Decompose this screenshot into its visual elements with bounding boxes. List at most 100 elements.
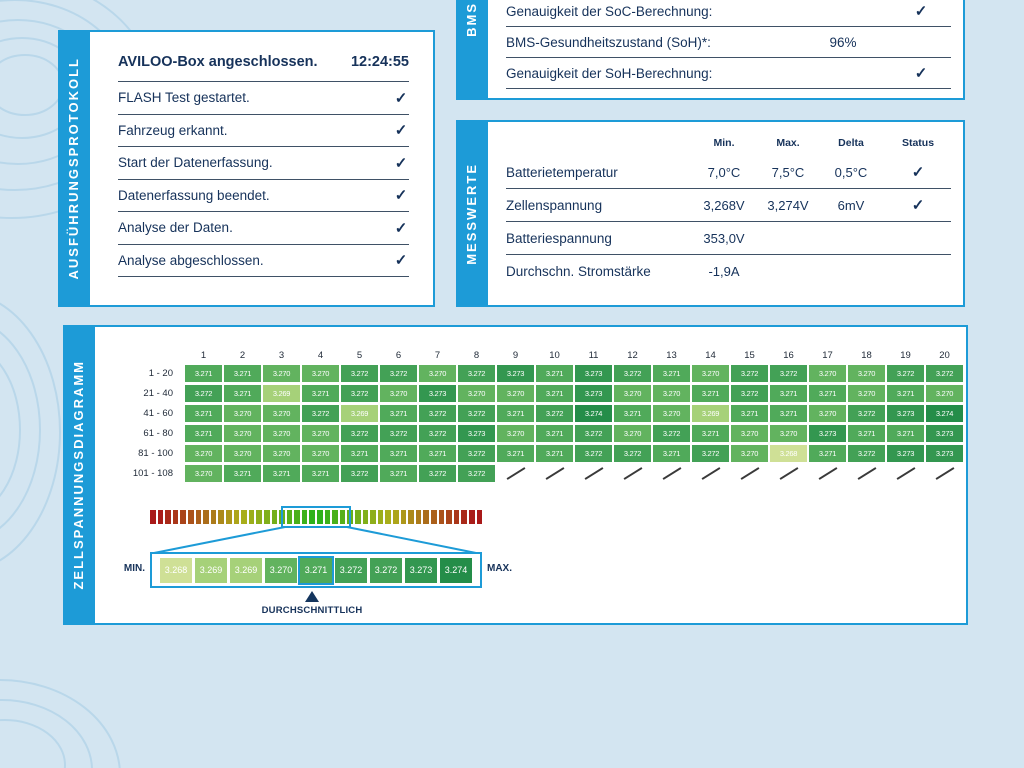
grid-cell: 3.270 bbox=[614, 385, 651, 402]
grid-col-label: 1 bbox=[200, 350, 207, 361]
diagram-sidebar: ZELLSPANNUNGSDIAGRAMM bbox=[63, 325, 93, 625]
grid-col-label: 19 bbox=[900, 350, 911, 361]
grid-cell: 3.271 bbox=[848, 425, 885, 442]
check-icon: ✓ bbox=[394, 187, 408, 205]
cell-grid: 1 2 3 4 5 6 7 8 9 10 11 12 13 14 15 16 17 18 19 20 1 - 20 3.2… bbox=[105, 345, 963, 482]
bms-row: Genauigkeit der SoC-Berechnung: ✓ bbox=[506, 0, 951, 27]
grid-cell-missing bbox=[770, 465, 807, 482]
grid-cell: 3.272 bbox=[536, 405, 573, 422]
header-min: Min. bbox=[713, 137, 735, 149]
grid-col-label: 15 bbox=[744, 350, 755, 361]
bms-row-label: Genauigkeit der SoC-Berechnung: bbox=[506, 3, 713, 19]
grid-cell-missing bbox=[926, 465, 963, 482]
zoom-cell: 3.269 bbox=[230, 557, 262, 583]
grid-cell: 3.270 bbox=[185, 465, 222, 482]
measure-min: 7,0°C bbox=[707, 164, 741, 180]
grid-cell: 3.272 bbox=[653, 425, 690, 442]
grid-cell: 3.271 bbox=[809, 445, 846, 462]
grid-cell: 3.272 bbox=[419, 405, 456, 422]
grid-cell: 3.269 bbox=[341, 405, 378, 422]
scale-bar-segment bbox=[286, 510, 293, 524]
grid-col-label: 2 bbox=[239, 350, 246, 361]
grid-cell: 3.272 bbox=[341, 465, 378, 482]
scale-bar-segment bbox=[271, 510, 278, 524]
messwerte-sidebar: MESSWERTE bbox=[456, 120, 486, 307]
grid-cell: 3.272 bbox=[614, 445, 651, 462]
grid-cell: 3.271 bbox=[692, 385, 729, 402]
grid-cell: 3.272 bbox=[419, 465, 456, 482]
grid-col-label: 4 bbox=[317, 350, 324, 361]
grid-cell: 3.271 bbox=[497, 445, 534, 462]
grid-cell: 3.270 bbox=[614, 425, 651, 442]
scale-bar-segment bbox=[438, 510, 445, 524]
scale-bar-segment bbox=[187, 510, 194, 524]
protocol-row-label: Datenerfassung beendet. bbox=[118, 187, 270, 203]
grid-cell: 3.272 bbox=[419, 425, 456, 442]
measure-delta: 6mV bbox=[837, 197, 865, 213]
header-max: Max. bbox=[776, 137, 800, 149]
grid-cell: 3.270 bbox=[263, 365, 300, 382]
grid-col-label: 14 bbox=[705, 350, 716, 361]
grid-cell: 3.271 bbox=[380, 405, 417, 422]
grid-cell: 3.272 bbox=[341, 425, 378, 442]
grid-cell: 3.271 bbox=[887, 425, 924, 442]
grid-cell: 3.271 bbox=[770, 385, 807, 402]
grid-cell: 3.273 bbox=[926, 425, 963, 442]
execution-protocol-title: AUSFÜHRUNGSPROTOKOLL bbox=[65, 57, 81, 280]
grid-cell: 3.270 bbox=[224, 405, 261, 422]
grid-cell: 3.270 bbox=[185, 445, 222, 462]
grid-cell: 3.270 bbox=[848, 385, 885, 402]
grid-row-label: 101 - 108 bbox=[132, 468, 173, 479]
grid-col-label: 20 bbox=[939, 350, 950, 361]
grid-cell: 3.272 bbox=[614, 365, 651, 382]
protocol-first-row: AVILOO-Box angeschlossen. 12:24:55 bbox=[118, 42, 409, 82]
zoom-cell: 3.272 bbox=[370, 557, 402, 583]
grid-cell: 3.272 bbox=[380, 425, 417, 442]
grid-cell: 3.271 bbox=[224, 385, 261, 402]
grid-col-label: 8 bbox=[473, 350, 480, 361]
grid-cell: 3.273 bbox=[887, 405, 924, 422]
scale-bar-segment bbox=[233, 510, 240, 524]
scale-bar-segment bbox=[385, 510, 391, 524]
scale-bar-segment bbox=[446, 510, 452, 524]
protocol-row: FLASH Test gestartet. ✓ bbox=[118, 82, 409, 115]
zoom-cell: 3.273 bbox=[405, 557, 437, 583]
grid-cell: 3.272 bbox=[848, 405, 885, 422]
scale-bar-segment bbox=[468, 510, 475, 524]
grid-cell: 3.271 bbox=[224, 465, 261, 482]
scale-bar-segment bbox=[324, 510, 331, 524]
scale-bar-segment bbox=[203, 510, 209, 524]
execution-protocol-section: AUSFÜHRUNGSPROTOKOLL AVILOO-Box angeschl… bbox=[58, 30, 435, 307]
check-icon: ✓ bbox=[394, 252, 408, 270]
bms-row: BMS-Gesundheitszustand (SoH)*: 96% bbox=[506, 27, 951, 58]
grid-cell: 3.272 bbox=[458, 445, 495, 462]
average-marker-triangle bbox=[305, 591, 319, 602]
grid-corner bbox=[105, 345, 183, 362]
zoom-cell: 3.272 bbox=[335, 557, 367, 583]
grid-cell: 3.271 bbox=[497, 405, 534, 422]
measure-delta: 0,5°C bbox=[834, 164, 868, 180]
grid-cell-missing bbox=[809, 465, 846, 482]
grid-cell: 3.271 bbox=[302, 385, 339, 402]
cell-voltage-diagram-section: ZELLSPANNUNGSDIAGRAMM 1 2 3 4 5 6 7 8 9 10 11 12 13 1… bbox=[63, 325, 968, 625]
grid-cell-missing bbox=[848, 465, 885, 482]
bms-rows: Genauigkeit der SoC-Berechnung: ✓ BMS-Gesu… bbox=[506, 0, 951, 89]
grid-cell: 3.270 bbox=[926, 385, 963, 402]
scale-bar-segment bbox=[339, 510, 346, 524]
scale-bar-segment bbox=[430, 510, 437, 524]
check-icon: ✓ bbox=[394, 89, 408, 107]
grid-cell: 3.272 bbox=[185, 385, 222, 402]
check-icon: ✓ bbox=[911, 164, 925, 181]
diagram-title: ZELLSPANNUNGSDIAGRAMM bbox=[70, 360, 86, 590]
scale-bar-segment bbox=[355, 510, 361, 524]
scale-bar-segment bbox=[362, 510, 369, 524]
zoom-cell: 3.270 bbox=[265, 557, 297, 583]
scale-bar-segment bbox=[408, 510, 414, 524]
grid-cell: 3.272 bbox=[731, 385, 768, 402]
grid-cell: 3.270 bbox=[809, 405, 846, 422]
scale-bar-segment bbox=[476, 510, 483, 524]
scale-bar-segment bbox=[301, 510, 308, 524]
grid-cell: 3.271 bbox=[224, 365, 261, 382]
grid-cell: 3.271 bbox=[341, 445, 378, 462]
grid-cell: 3.270 bbox=[302, 425, 339, 442]
